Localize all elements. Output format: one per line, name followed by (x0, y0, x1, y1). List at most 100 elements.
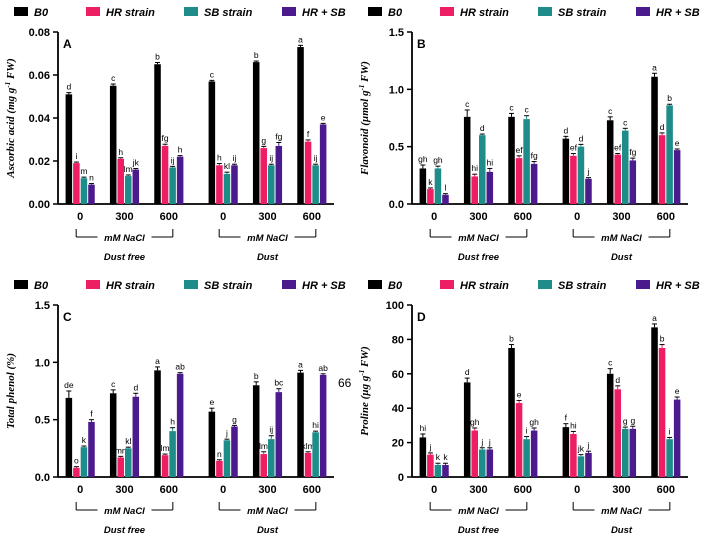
legend-label: B0 (34, 7, 49, 19)
legend-item: SB strain (538, 280, 607, 292)
bar (427, 189, 434, 204)
significance-letter: h (118, 147, 123, 157)
page-number: 66 (338, 376, 352, 390)
significance-letter: h (217, 153, 222, 163)
bar (666, 105, 673, 204)
bar (523, 439, 530, 477)
panel-label: D (417, 310, 426, 324)
bar (419, 168, 427, 204)
significance-letter: b (155, 52, 160, 62)
legend-swatch (538, 280, 552, 289)
bar (606, 373, 614, 477)
bar (486, 449, 494, 477)
legend-swatch (636, 7, 650, 16)
legend-swatch (368, 7, 382, 16)
nacl-bracket: mM NaCl (572, 502, 671, 517)
legend-item: B0 (368, 280, 403, 292)
bar (577, 146, 585, 204)
significance-letter: j (488, 437, 491, 447)
significance-letter: mn (115, 445, 127, 455)
significance-letter: a (298, 359, 303, 369)
legend-label: SB strain (204, 7, 253, 19)
bar (319, 374, 327, 477)
significance-letter: h (178, 145, 183, 155)
legend-item: B0 (368, 7, 403, 19)
y-axis-label: Proline (µg g-1 FW) (358, 346, 371, 436)
legend-swatch (282, 280, 296, 289)
legend-swatch (368, 280, 382, 289)
significance-letter: c (465, 99, 470, 109)
bar (216, 165, 223, 204)
significance-letter: gh (418, 154, 428, 164)
legend-item: B0 (14, 7, 49, 19)
bar (622, 428, 629, 477)
significance-letter: hi (471, 163, 478, 173)
bar (65, 397, 73, 477)
bar (297, 372, 304, 477)
bar (434, 168, 442, 204)
y-tick-label: 100 (386, 300, 404, 312)
legend-item: HR + SB (282, 7, 346, 19)
bar (606, 120, 614, 204)
significance-letter: klm (301, 441, 314, 451)
bar (154, 64, 161, 204)
significance-letter: c (111, 379, 116, 389)
significance-letter: i (526, 426, 528, 436)
bar (260, 454, 267, 477)
bar (614, 154, 621, 204)
bar (508, 348, 515, 477)
significance-letter: ij (233, 153, 237, 163)
legend-item: SB strain (538, 7, 607, 19)
bracket-label-bg (97, 231, 152, 243)
bar (109, 85, 117, 204)
significance-letter: d (465, 367, 470, 377)
nacl-bracket: mM NaCl (218, 502, 317, 517)
bar (125, 448, 132, 477)
bar (208, 411, 216, 477)
bar (268, 439, 275, 477)
significance-letter: d (480, 123, 485, 133)
bar (216, 460, 223, 477)
bar (80, 447, 88, 477)
nacl-bracket: mM NaCl (75, 229, 174, 244)
x-tick-label: 0 (220, 211, 226, 223)
significance-letter: b (254, 371, 259, 381)
x-tick-label: 600 (303, 211, 321, 223)
bar (585, 178, 592, 204)
bracket-label-bg (240, 231, 295, 243)
significance-letter: f (307, 129, 310, 139)
x-tick-label: 600 (514, 484, 532, 496)
significance-letter: fg (162, 133, 169, 143)
legend-label: SB strain (558, 280, 607, 292)
group-label: Dust free (104, 525, 146, 536)
significance-letter: k (443, 452, 448, 462)
significance-letter: a (298, 34, 303, 44)
significance-letter: lm (124, 164, 133, 174)
y-tick-label: 0.06 (29, 70, 50, 82)
legend-swatch (538, 7, 552, 16)
y-tick-label: 60 (392, 369, 404, 381)
x-tick-label: 0 (574, 484, 580, 496)
significance-letter: b (254, 50, 259, 60)
x-tick-label: 300 (469, 211, 487, 223)
bar (73, 467, 80, 477)
significance-letter: fg (629, 147, 636, 157)
x-tick-label: 600 (160, 484, 178, 496)
x-tick-label: 300 (258, 211, 276, 223)
significance-letter: c (608, 358, 613, 368)
legend: B0 HR strain SB strain HR + SB (14, 280, 346, 292)
significance-letter: c (210, 69, 215, 79)
significance-letter: c (623, 117, 628, 127)
bar (523, 119, 530, 204)
significance-letter: j (480, 437, 483, 447)
bar (570, 155, 577, 204)
y-tick-label: 0.04 (29, 113, 51, 125)
legend-label: HR + SB (656, 7, 700, 19)
y-tick-label: 1.5 (35, 300, 50, 312)
significance-letter: hi (312, 420, 319, 430)
x-tick-label: 300 (258, 484, 276, 496)
y-tick-label: 0.0 (389, 199, 404, 211)
significance-letter: e (321, 112, 326, 122)
significance-letter: fg (275, 132, 282, 142)
